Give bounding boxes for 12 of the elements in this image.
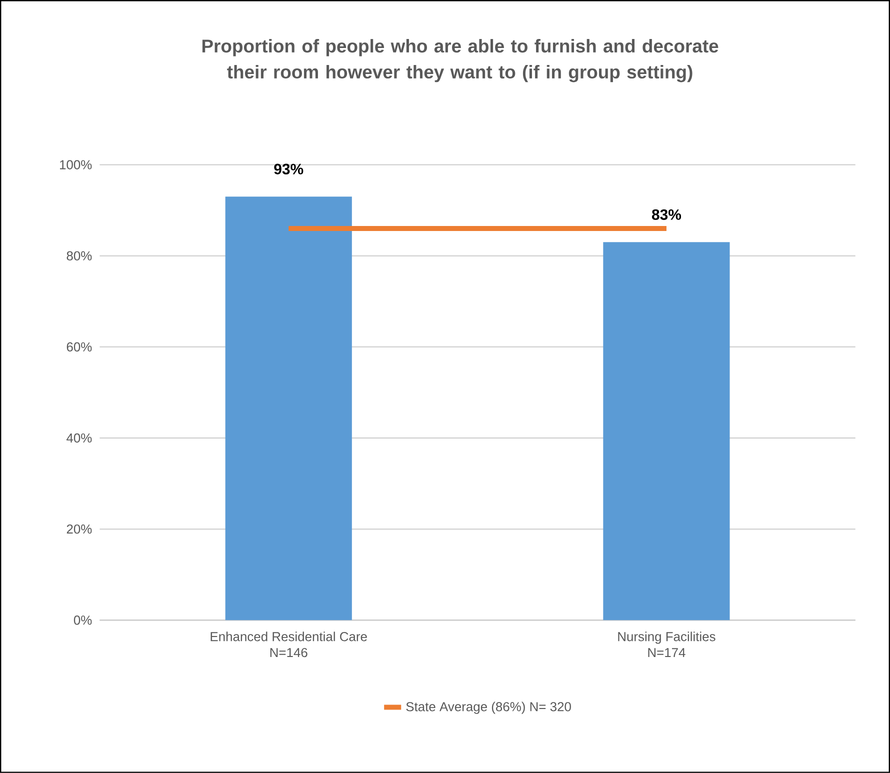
y-tick-label: 40% bbox=[66, 433, 92, 443]
chart-title: Proportion of people who are able to furnish and decorate their room however they want to (if in group setting) bbox=[202, 39, 718, 82]
y-tick-label: 100% bbox=[60, 160, 92, 170]
x-tick-label: Nursing Facilities N=174 bbox=[618, 632, 716, 658]
data-label: 93% bbox=[274, 164, 304, 174]
legend-label: State Average (86%) N= 320 bbox=[406, 702, 571, 714]
y-tick-label: 80% bbox=[66, 251, 92, 260]
y-tick-label: 20% bbox=[66, 524, 92, 534]
x-tick-label: Enhanced Residential Care N=146 bbox=[210, 632, 367, 658]
y-tick-label: 60% bbox=[66, 342, 92, 352]
y-tick-label: 0% bbox=[74, 616, 92, 625]
data-label: 83% bbox=[652, 209, 682, 220]
